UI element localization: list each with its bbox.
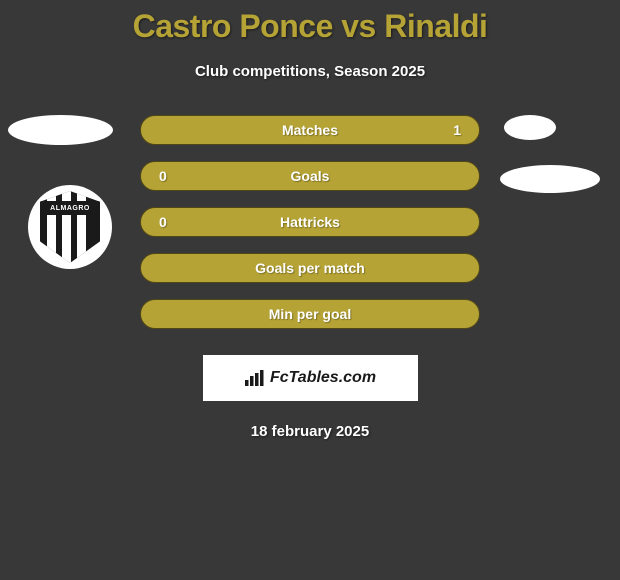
club-shield-icon: ALMAGRO — [40, 191, 100, 263]
player-badge-right-2 — [500, 165, 600, 193]
stat-label: Matches — [141, 122, 479, 138]
stat-label: Min per goal — [141, 306, 479, 322]
bars-chart-icon — [244, 370, 266, 386]
club-logo: ALMAGRO — [28, 185, 112, 269]
page-title: Castro Ponce vs Rinaldi — [0, 0, 620, 45]
stat-label: Goals per match — [141, 260, 479, 276]
content-area: ALMAGRO Matches 1 0 Goals 0 Hattricks Go… — [0, 115, 620, 440]
stat-left-value: 0 — [159, 214, 179, 230]
date-label: 18 february 2025 — [0, 423, 620, 440]
stat-label: Goals — [141, 168, 479, 184]
stat-label: Hattricks — [141, 214, 479, 230]
brand-footer: FcTables.com — [203, 355, 418, 401]
stat-bar-hattricks: 0 Hattricks — [140, 207, 480, 237]
stat-bar-goals-per-match: Goals per match — [140, 253, 480, 283]
stat-left-value: 0 — [159, 168, 179, 184]
player-badge-left — [8, 115, 113, 145]
player-badge-right-1 — [504, 115, 556, 140]
stat-bar-goals: 0 Goals — [140, 161, 480, 191]
club-name-label: ALMAGRO — [38, 201, 102, 215]
subtitle: Club competitions, Season 2025 — [0, 63, 620, 80]
stat-bar-matches: Matches 1 — [140, 115, 480, 145]
stat-right-value: 1 — [441, 122, 461, 138]
brand-label: FcTables.com — [270, 369, 376, 387]
stat-bar-min-per-goal: Min per goal — [140, 299, 480, 329]
